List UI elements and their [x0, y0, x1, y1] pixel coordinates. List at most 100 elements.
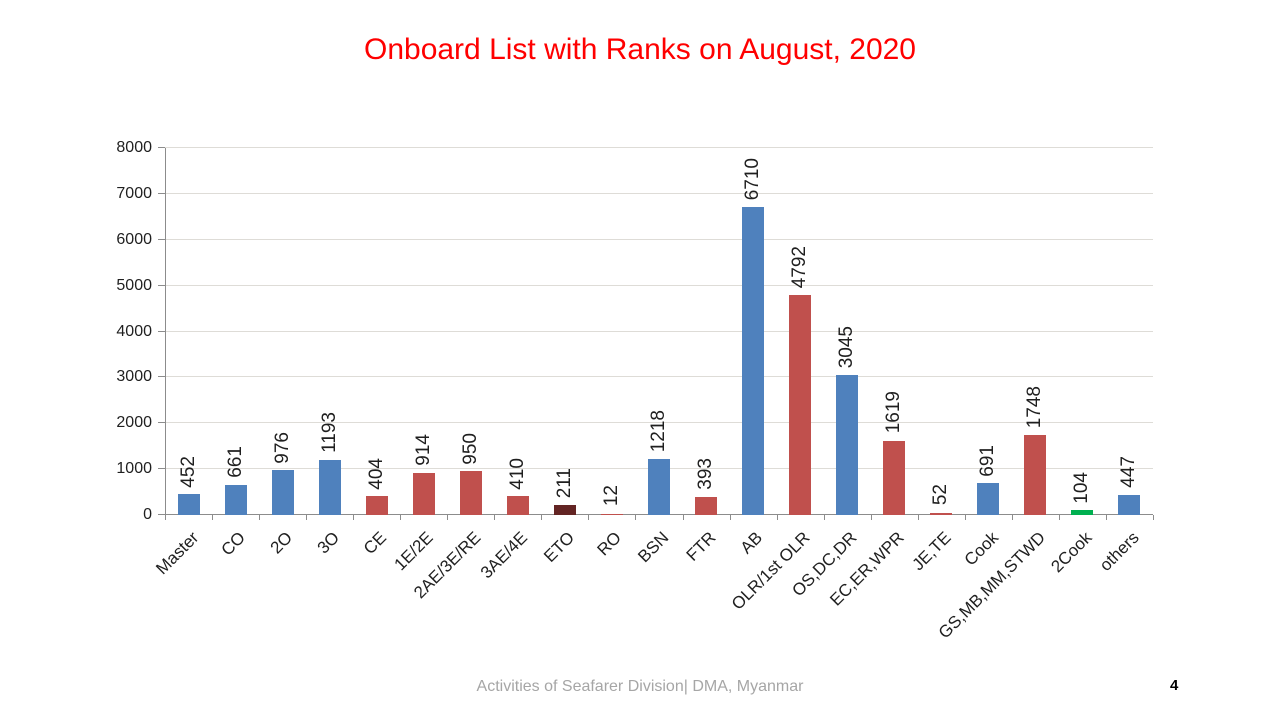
x-axis-tick [259, 515, 261, 520]
bar-column: 976 [259, 148, 306, 515]
y-axis-tick-label: 6000 [116, 230, 152, 248]
bar-value-label: 447 [1118, 455, 1140, 488]
gridline [165, 147, 1153, 148]
bar-value-label: 1193 [318, 412, 340, 454]
bar-value-label: 691 [977, 444, 999, 477]
bar [1071, 510, 1094, 515]
gridline [165, 376, 1153, 378]
y-axis-tick [158, 147, 165, 148]
bar-column: 452 [165, 148, 212, 515]
bar-column: 691 [965, 148, 1012, 515]
x-axis-tick [635, 515, 637, 520]
bar [271, 470, 294, 515]
y-axis-tick [158, 284, 165, 286]
bar-column: 950 [447, 148, 494, 515]
bar [177, 494, 200, 515]
bar-column: 211 [541, 148, 588, 515]
gridline [165, 284, 1153, 286]
bar [742, 207, 765, 515]
bar-value-label: 1619 [883, 391, 905, 434]
x-axis-tick [1011, 515, 1013, 520]
bar-column: 104 [1059, 148, 1106, 515]
x-axis-tick [870, 515, 872, 520]
gridline [165, 192, 1153, 194]
bar [600, 513, 623, 515]
x-axis-label: BSN [634, 528, 673, 567]
x-axis-label: JE,TE [908, 528, 955, 575]
bar-column: 3045 [824, 148, 871, 515]
bar-value-label: 104 [1071, 471, 1093, 504]
y-axis-tick [158, 238, 165, 240]
y-axis-tick [158, 192, 165, 194]
bar [553, 505, 576, 515]
bar-column: 1218 [635, 148, 682, 515]
x-axis-tick [165, 515, 166, 520]
y-axis-tick-label: 2000 [116, 414, 152, 432]
bar [695, 496, 718, 515]
bar [318, 460, 341, 515]
bar-column: 52 [918, 148, 965, 515]
bar [224, 484, 247, 515]
bar-column: 404 [353, 148, 400, 515]
bar-column: 1619 [871, 148, 918, 515]
x-axis-tick [823, 515, 825, 520]
x-axis-tick [306, 515, 308, 520]
x-axis-tick [964, 515, 966, 520]
bar [459, 471, 482, 515]
bar-value-label: 211 [553, 468, 575, 499]
x-axis-tick [1153, 515, 1154, 520]
x-axis-labels: Master CO 2O 3O CE 1E/2E 2AE/3E/RE 3AE/4E ETO RO B… [152, 516, 1153, 642]
x-axis-tick [541, 515, 543, 520]
bar [506, 496, 529, 515]
x-axis-label: AB [737, 528, 767, 558]
x-axis-label: ETO [540, 528, 579, 566]
x-axis-tick [353, 515, 355, 520]
bar-column: 914 [400, 148, 447, 515]
x-axis-label: 3O [313, 528, 344, 558]
x-axis-tick [588, 515, 590, 520]
x-axis-tick [1105, 515, 1107, 520]
bar [1024, 434, 1047, 515]
x-axis-tick [1058, 515, 1060, 520]
x-axis-label: 3AE/4E [477, 528, 532, 583]
bar [365, 496, 388, 515]
y-axis-tick [158, 514, 165, 515]
x-axis-label: CE [360, 528, 391, 559]
bar-value-label: 950 [459, 432, 481, 465]
y-axis-tick-label: 4000 [116, 322, 152, 340]
x-axis-label: 2Cook [1047, 528, 1096, 577]
bar-column: 1193 [306, 148, 353, 515]
bar [789, 295, 812, 515]
bar-value-label: 914 [412, 434, 434, 467]
x-axis-tick [400, 515, 402, 520]
footer-text: Activities of Seafarer Division| DMA, My… [476, 678, 804, 695]
y-axis-tick-label: 3000 [116, 368, 152, 386]
bar-value-label: 452 [177, 455, 199, 488]
x-axis-label: FTR [682, 528, 720, 565]
bar-column: 4792 [777, 148, 824, 515]
bar-value-label: 6710 [742, 157, 764, 201]
x-axis-label: others [1096, 528, 1143, 575]
bar-value-label: 661 [224, 445, 246, 478]
bar-value-label: 1748 [1024, 385, 1046, 428]
bar-value-label: 3045 [836, 326, 858, 369]
y-axis-tick-label: 0 [143, 506, 152, 523]
x-axis-label: Cook [960, 528, 1002, 570]
bar-column: 410 [494, 148, 541, 515]
gridline [165, 238, 1153, 240]
x-axis-tick [776, 515, 778, 520]
x-axis-label: CO [217, 528, 250, 560]
bar-column: 12 [588, 148, 635, 515]
y-axis-tick-label: 1000 [116, 460, 152, 478]
bar-value-label: 976 [271, 431, 293, 464]
bar-column: 447 [1106, 148, 1153, 515]
x-axis-tick [917, 515, 919, 520]
bar [647, 459, 670, 515]
bar-value-label: 410 [506, 457, 528, 490]
x-axis-label: Master [151, 528, 202, 579]
bar [977, 483, 1000, 515]
y-axis-tick-label: 8000 [116, 139, 152, 156]
bar [883, 440, 906, 515]
x-axis-tick [212, 515, 214, 520]
